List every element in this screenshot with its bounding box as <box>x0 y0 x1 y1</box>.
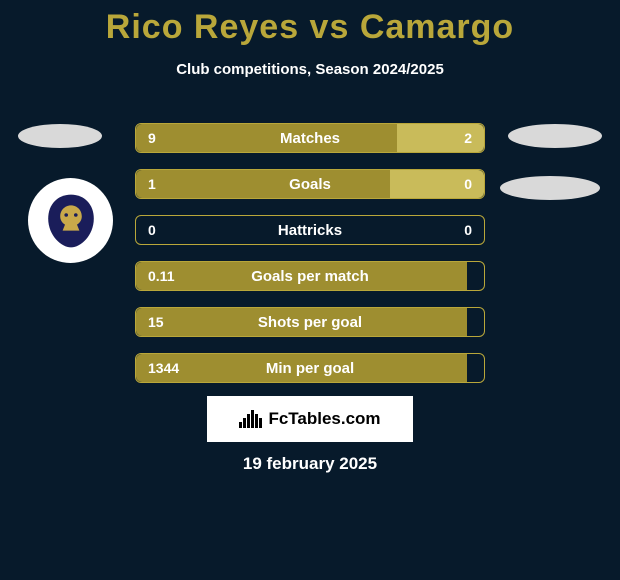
comparison-stats: 92Matches10Goals00Hattricks0.11Goals per… <box>135 123 485 399</box>
stat-value-left: 0 <box>136 222 156 238</box>
stat-value-left: 0.11 <box>136 268 174 284</box>
team-badge <box>28 178 113 263</box>
stat-row: 1344Min per goal <box>135 353 485 383</box>
stat-value-right: 0 <box>464 222 484 238</box>
stat-value-right: 0 <box>464 176 484 192</box>
stat-label: Matches <box>136 124 484 152</box>
stat-row: 0 0Hattricks <box>135 215 485 245</box>
source-attribution: FcTables.com <box>207 396 413 442</box>
stat-label: Hattricks <box>136 216 484 244</box>
stat-value-left: 9 <box>136 130 156 146</box>
stat-label: Goals per match <box>136 262 484 290</box>
bars-icon <box>239 410 262 428</box>
stat-value-left: 1344 <box>136 360 179 376</box>
page-title: Rico Reyes vs Camargo <box>0 0 620 47</box>
player-right-placeholder-2 <box>500 176 600 200</box>
stat-value-left: 15 <box>136 314 164 330</box>
stat-value-right: 2 <box>464 130 484 146</box>
puma-badge-icon <box>41 191 101 251</box>
stat-row: 1 0Goals <box>135 169 485 199</box>
stat-value-left: 1 <box>136 176 156 192</box>
stat-row: 0.11Goals per match <box>135 261 485 291</box>
source-text: FcTables.com <box>268 409 380 429</box>
subtitle: Club competitions, Season 2024/2025 <box>0 61 620 78</box>
stat-row: 15Shots per goal <box>135 307 485 337</box>
player-left-placeholder <box>18 124 102 148</box>
stat-label: Goals <box>136 170 484 198</box>
player-right-placeholder-1 <box>508 124 602 148</box>
date-label: 19 february 2025 <box>0 454 620 474</box>
stat-label: Shots per goal <box>136 308 484 336</box>
stat-label: Min per goal <box>136 354 484 382</box>
stat-row: 9 2Matches <box>135 123 485 153</box>
